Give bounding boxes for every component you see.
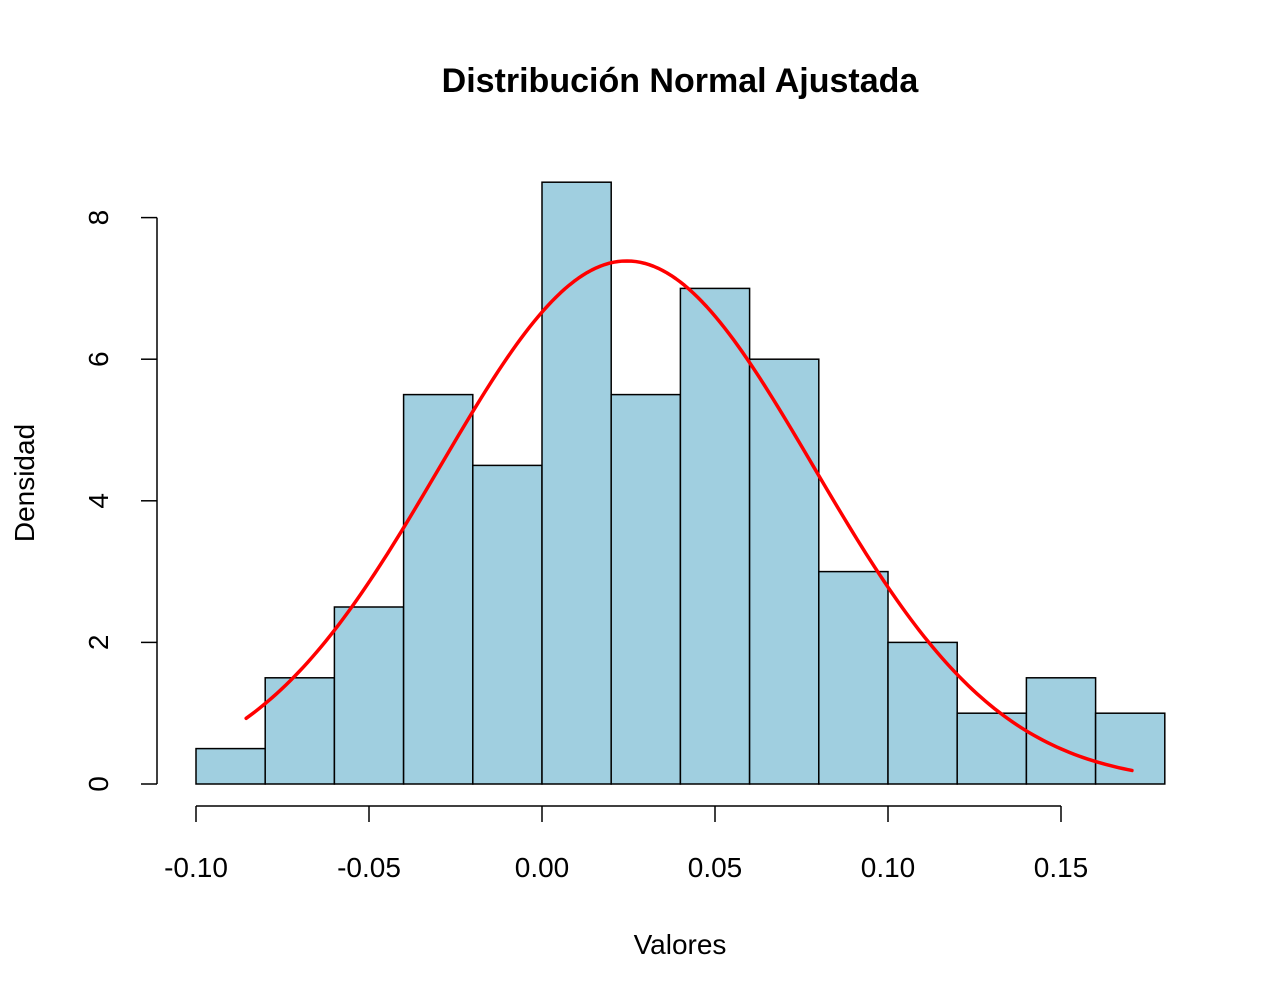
x-tick-label: 0.15 bbox=[1034, 852, 1089, 883]
histogram-bar bbox=[818, 570, 889, 785]
x-tick-label: 0.00 bbox=[515, 852, 570, 883]
y-tick-label: 6 bbox=[83, 351, 114, 367]
histogram-bar bbox=[1094, 712, 1166, 785]
histogram-bar bbox=[748, 358, 820, 785]
bars-layer bbox=[195, 181, 1166, 785]
y-tick-label: 2 bbox=[83, 635, 114, 651]
y-axis: 0 2 4 6 8 bbox=[83, 210, 158, 792]
histogram-bar bbox=[333, 606, 405, 785]
histogram-bar bbox=[610, 393, 682, 785]
histogram-bar bbox=[541, 181, 612, 785]
x-tick-label: -0.10 bbox=[164, 852, 228, 883]
y-tick-label: 0 bbox=[83, 776, 114, 792]
x-tick-label: 0.05 bbox=[688, 852, 743, 883]
histogram-bar bbox=[887, 641, 958, 785]
y-tick-label: 8 bbox=[83, 210, 114, 226]
histogram-bar bbox=[679, 287, 751, 785]
histogram-bar bbox=[472, 464, 543, 785]
normal-fit-curve bbox=[244, 259, 1134, 773]
curve-layer bbox=[244, 259, 1134, 773]
y-tick-label: 4 bbox=[83, 493, 114, 509]
x-tick-label: -0.05 bbox=[337, 852, 401, 883]
chart-title: Distribución Normal Ajustada bbox=[442, 62, 920, 100]
x-axis-label: Valores bbox=[634, 929, 727, 960]
histogram-bar bbox=[1025, 677, 1097, 785]
x-tick-label: 0.10 bbox=[861, 852, 916, 883]
histogram-bar bbox=[195, 747, 266, 785]
x-axis: -0.10 -0.05 0.00 0.05 0.10 0.15 bbox=[164, 805, 1089, 883]
y-axis-label: Densidad bbox=[9, 424, 40, 542]
histogram-bar bbox=[402, 393, 474, 785]
